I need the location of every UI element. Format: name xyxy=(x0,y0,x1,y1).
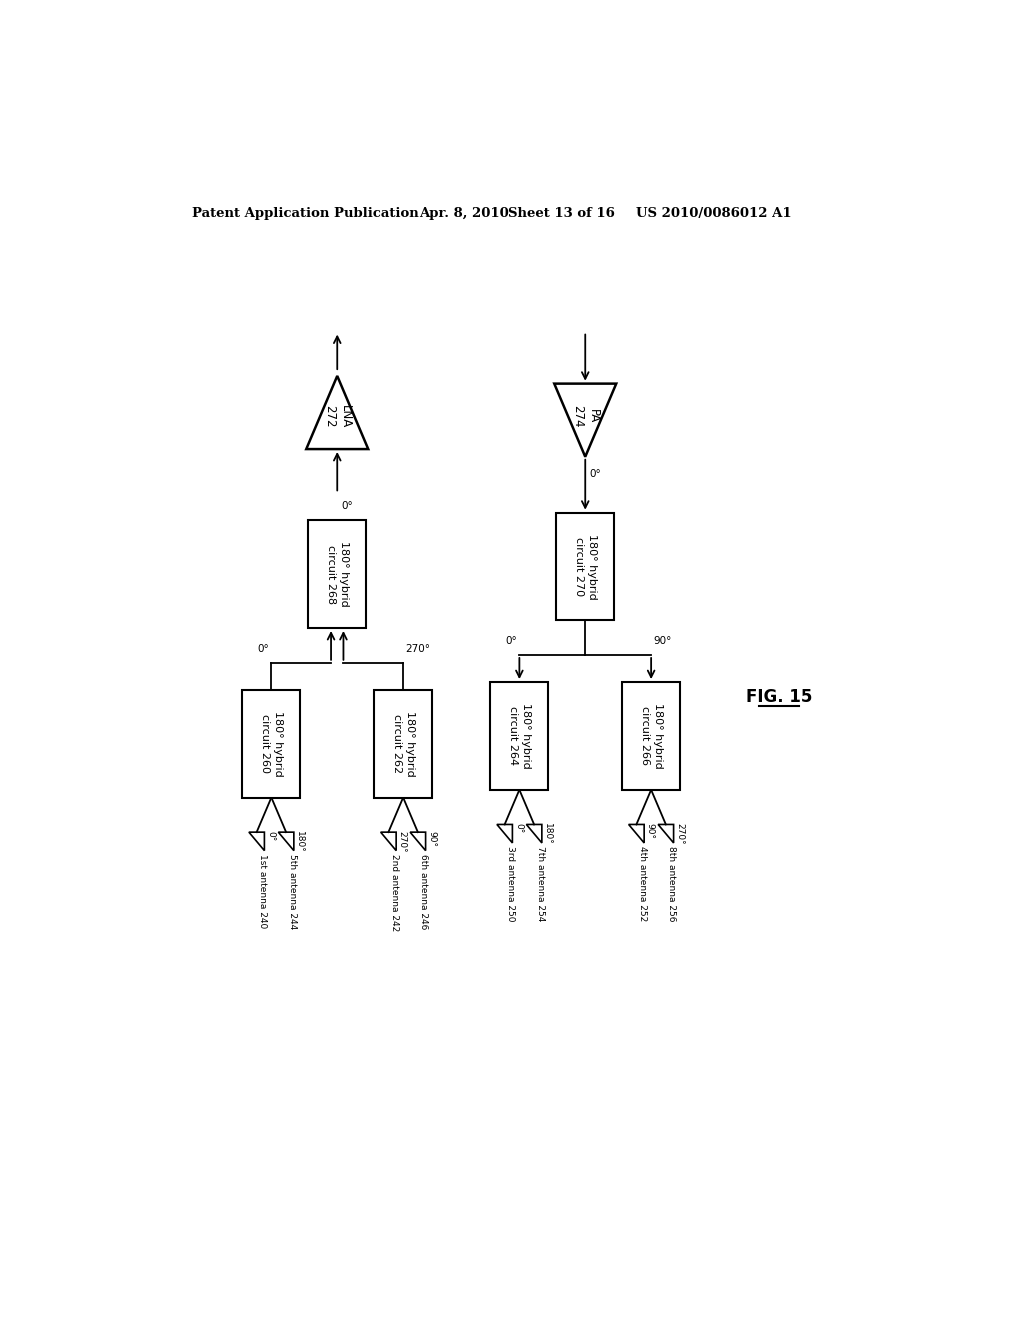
Text: Sheet 13 of 16: Sheet 13 of 16 xyxy=(508,207,614,220)
Text: PA
274: PA 274 xyxy=(570,405,600,428)
Text: 0°: 0° xyxy=(505,636,517,647)
Text: Apr. 8, 2010: Apr. 8, 2010 xyxy=(419,207,508,220)
Text: 90°: 90° xyxy=(427,830,436,846)
Bar xyxy=(556,512,614,620)
Text: 270°: 270° xyxy=(406,644,430,653)
Text: 180°: 180° xyxy=(544,822,552,845)
Text: 180° hybrid
circuit 268: 180° hybrid circuit 268 xyxy=(326,541,349,607)
Text: 2nd antenna 242: 2nd antenna 242 xyxy=(390,854,399,931)
Text: 0°: 0° xyxy=(341,502,353,511)
Text: 270°: 270° xyxy=(675,822,684,845)
Bar xyxy=(622,682,680,789)
Text: 180° hybrid
circuit 266: 180° hybrid circuit 266 xyxy=(640,704,663,768)
Text: 4th antenna 252: 4th antenna 252 xyxy=(638,846,647,921)
Bar xyxy=(243,689,300,797)
Text: 180° hybrid
circuit 262: 180° hybrid circuit 262 xyxy=(391,710,415,776)
Text: 1st antenna 240: 1st antenna 240 xyxy=(258,854,267,928)
Bar xyxy=(490,682,549,789)
Text: 90°: 90° xyxy=(653,636,672,647)
Text: 3rd antenna 250: 3rd antenna 250 xyxy=(506,846,515,921)
Bar xyxy=(374,689,432,797)
Text: 180° hybrid
circuit 260: 180° hybrid circuit 260 xyxy=(260,710,283,776)
Text: 0°: 0° xyxy=(514,822,523,833)
Text: 90°: 90° xyxy=(646,822,654,840)
Bar xyxy=(308,520,367,628)
Text: 0°: 0° xyxy=(266,830,275,841)
Text: 0°: 0° xyxy=(589,469,601,479)
Text: 0°: 0° xyxy=(257,644,269,653)
Text: 270°: 270° xyxy=(397,830,407,853)
Text: 5th antenna 244: 5th antenna 244 xyxy=(288,854,297,929)
Text: 7th antenna 254: 7th antenna 254 xyxy=(536,846,545,921)
Text: LNA
272: LNA 272 xyxy=(323,405,352,428)
Text: Patent Application Publication: Patent Application Publication xyxy=(191,207,418,220)
Text: US 2010/0086012 A1: US 2010/0086012 A1 xyxy=(636,207,792,220)
Text: FIG. 15: FIG. 15 xyxy=(745,689,812,706)
Text: 180°: 180° xyxy=(295,830,304,853)
Text: 6th antenna 246: 6th antenna 246 xyxy=(420,854,428,929)
Text: 180° hybrid
circuit 270: 180° hybrid circuit 270 xyxy=(573,533,597,599)
Text: 180° hybrid
circuit 264: 180° hybrid circuit 264 xyxy=(508,704,531,768)
Text: 8th antenna 256: 8th antenna 256 xyxy=(668,846,677,921)
